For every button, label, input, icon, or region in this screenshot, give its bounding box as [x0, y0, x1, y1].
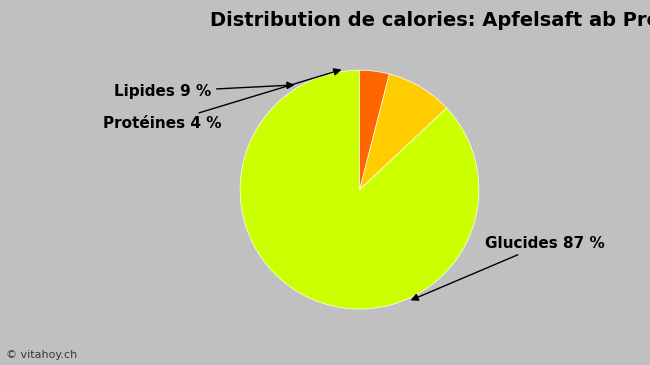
Text: Lipides 9 %: Lipides 9 %: [114, 82, 293, 99]
Text: Glucides 87 %: Glucides 87 %: [412, 236, 604, 300]
Text: Distribution de calories: Apfelsaft ab Presse (Migros): Distribution de calories: Apfelsaft ab P…: [210, 11, 650, 30]
Text: Protéines 4 %: Protéines 4 %: [103, 69, 340, 131]
Wedge shape: [359, 70, 389, 190]
Text: © vitahoy.ch: © vitahoy.ch: [6, 350, 78, 360]
Wedge shape: [359, 74, 447, 190]
Wedge shape: [240, 70, 479, 309]
